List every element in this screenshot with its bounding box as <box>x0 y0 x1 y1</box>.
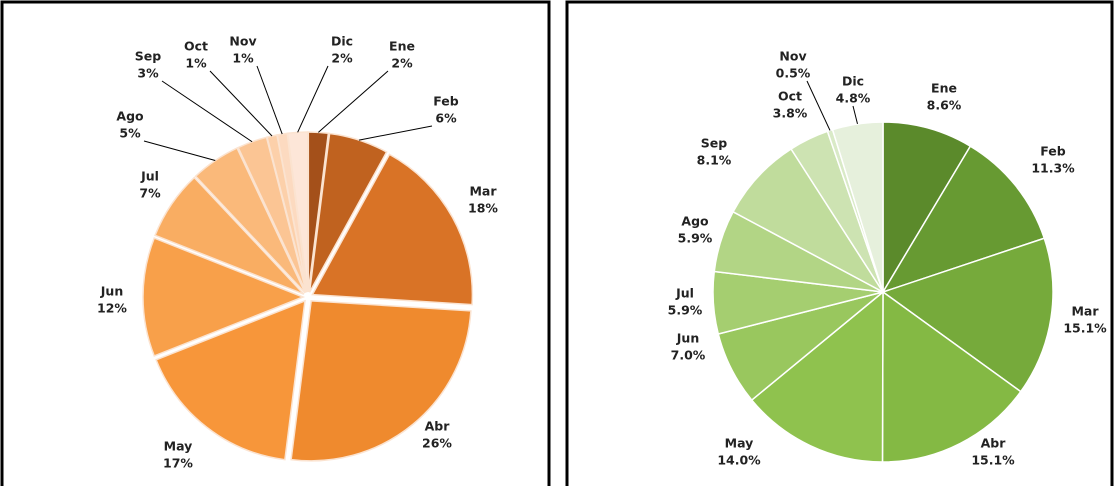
slice-category-label: Ago <box>116 109 144 124</box>
slice-category-label: May <box>164 439 193 454</box>
slice-value-label: 18% <box>468 201 498 216</box>
slice-value-label: 8.1% <box>697 153 732 168</box>
slice-category-label: Jul <box>140 169 159 184</box>
slice-value-label: 1% <box>185 56 207 71</box>
slice-value-label: 12% <box>97 301 127 316</box>
slice-value-label: 6% <box>435 111 457 126</box>
pie-slice <box>154 176 305 295</box>
slice-value-label: 15.1% <box>971 453 1015 468</box>
slice-value-label: 3.8% <box>773 106 808 121</box>
pie-slice <box>881 237 1054 393</box>
pie-slice <box>881 145 1046 294</box>
slice-category-label: Jun <box>100 284 123 299</box>
slice-category-label: Dic <box>331 34 353 49</box>
pie-slice <box>750 290 884 463</box>
slice-category-label: Abr <box>425 419 451 434</box>
pie-slice <box>194 147 306 294</box>
leader-line <box>256 65 283 135</box>
pie-slice <box>881 290 1022 463</box>
pie-slice <box>155 299 306 461</box>
slice-category-label: Dic <box>842 74 864 89</box>
slice-category-label: May <box>725 436 754 451</box>
pie-slice <box>882 121 972 295</box>
leader-line <box>318 70 389 133</box>
slice-value-label: 5% <box>119 126 141 141</box>
slice-category-label: Sep <box>701 136 727 151</box>
slice-category-label: Jul <box>675 286 694 301</box>
slice-category-label: Jun <box>676 331 699 346</box>
pie-slice <box>831 121 884 293</box>
slice-value-label: 5.9% <box>668 303 703 318</box>
slice-value-label: 7.0% <box>671 348 706 363</box>
slice-value-label: 15.1% <box>1063 321 1107 336</box>
slice-category-label: Oct <box>778 89 802 104</box>
slice-category-label: Ene <box>931 81 957 96</box>
slice-value-label: 2% <box>331 51 353 66</box>
slice-category-label: Ene <box>389 39 415 54</box>
slice-category-label: Abr <box>981 436 1007 451</box>
leader-line <box>852 105 858 125</box>
slice-category-label: Nov <box>229 34 256 49</box>
slice-category-label: Feb <box>433 94 459 109</box>
leader-line <box>297 65 329 133</box>
panel-border <box>565 0 1114 486</box>
leader-line <box>143 140 216 162</box>
slice-value-label: 4.8% <box>836 91 871 106</box>
slice-value-label: 0.5% <box>776 66 811 81</box>
slice-value-label: 11.3% <box>1031 161 1075 176</box>
slice-category-label: Ago <box>681 214 709 229</box>
slice-category-label: Feb <box>1040 144 1066 159</box>
slice-category-label: Nov <box>779 49 806 64</box>
leader-line <box>358 125 433 141</box>
slice-value-label: 7% <box>139 186 161 201</box>
slice-category-label: Sep <box>135 49 161 64</box>
slice-category-label: Mar <box>1071 304 1099 319</box>
slice-value-label: 8.6% <box>927 98 962 113</box>
slice-value-label: 17% <box>163 456 193 471</box>
slice-value-label: 26% <box>422 436 452 451</box>
pie-slice <box>142 237 306 357</box>
pie-slice <box>286 131 309 293</box>
pie-slice <box>311 153 474 306</box>
leader-line <box>161 80 253 143</box>
slice-value-label: 1% <box>232 51 254 66</box>
slice-value-label: 5.9% <box>678 231 713 246</box>
slice-category-label: Mar <box>469 184 497 199</box>
slice-value-label: 14.0% <box>717 453 761 468</box>
slice-value-label: 2% <box>391 56 413 71</box>
slice-value-label: 3% <box>137 66 159 81</box>
leader-line <box>209 70 273 137</box>
panel-border <box>0 0 551 486</box>
pie-slice <box>290 300 472 462</box>
slice-category-label: Oct <box>184 39 208 54</box>
leader-line <box>806 80 831 131</box>
